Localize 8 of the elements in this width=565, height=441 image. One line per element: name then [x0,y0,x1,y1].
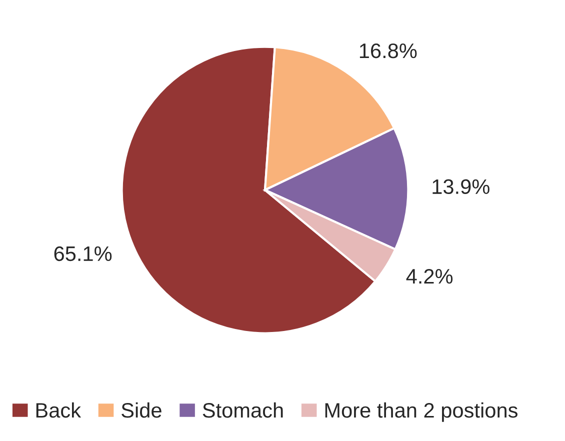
data-label: 4.2% [406,268,453,284]
legend-label: Side [122,402,162,418]
data-label: 65.1% [54,246,112,262]
data-label: 13.9% [432,179,490,194]
data-label: 16.8% [360,43,417,58]
legend-label: Back [36,402,82,418]
legend-label: Stomach [202,402,283,418]
legend-label: More than 2 postions [325,402,518,422]
